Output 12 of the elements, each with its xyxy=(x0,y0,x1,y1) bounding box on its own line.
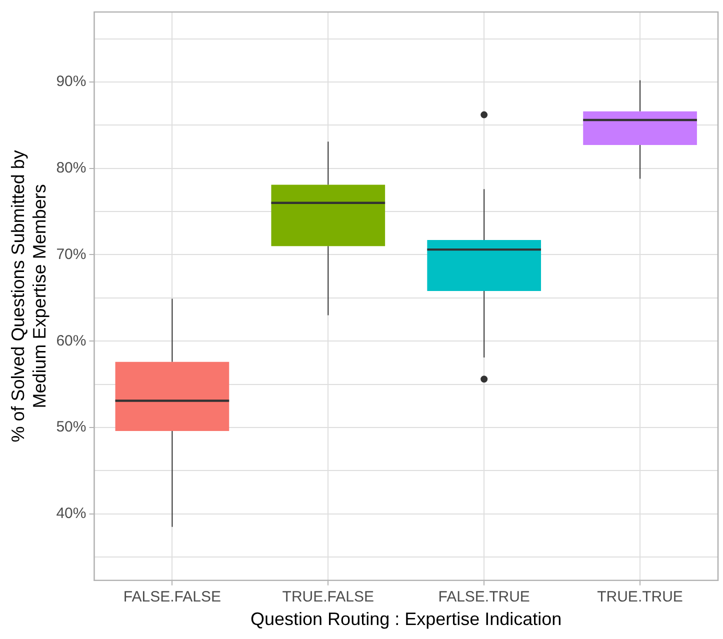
y-tick-label: 60% xyxy=(56,332,86,350)
y-tick-label: 70% xyxy=(56,246,86,263)
x-axis-title: Question Routing : Expertise Indication xyxy=(250,609,562,630)
x-tick-label: FALSE.TRUE xyxy=(438,588,530,606)
y-axis-title: % of Solved Questions Submitted by Medium Expertise Members xyxy=(8,150,50,442)
y-tick-label: 80% xyxy=(56,159,86,176)
y-tick-label: 50% xyxy=(56,418,86,436)
y-tick-label: 90% xyxy=(56,73,86,90)
x-tick-label: TRUE.FALSE xyxy=(282,588,374,606)
x-tick-label: FALSE.FALSE xyxy=(123,588,221,606)
y-tick-label: 40% xyxy=(56,505,86,522)
x-tick-label: TRUE.TRUE xyxy=(597,588,683,606)
